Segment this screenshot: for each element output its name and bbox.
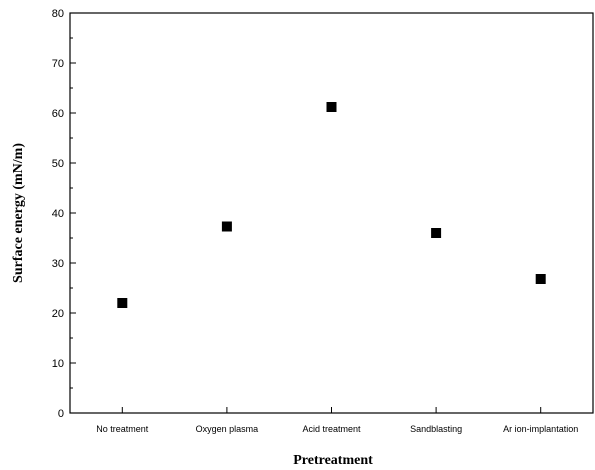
y-tick-label: 20 [52, 308, 64, 320]
plot-area [69, 12, 594, 414]
y-tick-label: 0 [58, 408, 64, 420]
y-tick-label: 50 [52, 158, 64, 170]
y-tick-label: 40 [52, 208, 64, 220]
y-tick-label: 70 [52, 58, 64, 70]
data-point [431, 228, 442, 238]
x-tick-label: Acid treatment [302, 424, 361, 434]
x-tick-label: No treatment [96, 424, 149, 434]
y-tick-label: 10 [52, 358, 64, 370]
data-point [117, 298, 128, 308]
x-axis-ticks: No treatment Oxygen plasma Acid treatment S… [96, 407, 578, 434]
x-axis-title: Pretreatment [293, 453, 373, 468]
y-axis-title: Surface energy (mN/m) [11, 143, 26, 283]
y-tick-label: 80 [52, 8, 64, 20]
data-point [221, 221, 232, 232]
x-tick-label: Sandblasting [410, 424, 462, 434]
y-tick-label: 60 [52, 108, 64, 120]
y-tick-label: 30 [52, 258, 64, 270]
plot-frame [69, 12, 594, 414]
y-axis-ticks: 0 10 20 30 40 50 60 70 80 [52, 8, 76, 420]
x-tick-label: Ar ion-implantation [503, 424, 578, 434]
data-point [535, 274, 546, 284]
data-points [117, 102, 546, 308]
data-point [326, 102, 337, 112]
x-tick-label: Oxygen plasma [196, 424, 259, 434]
